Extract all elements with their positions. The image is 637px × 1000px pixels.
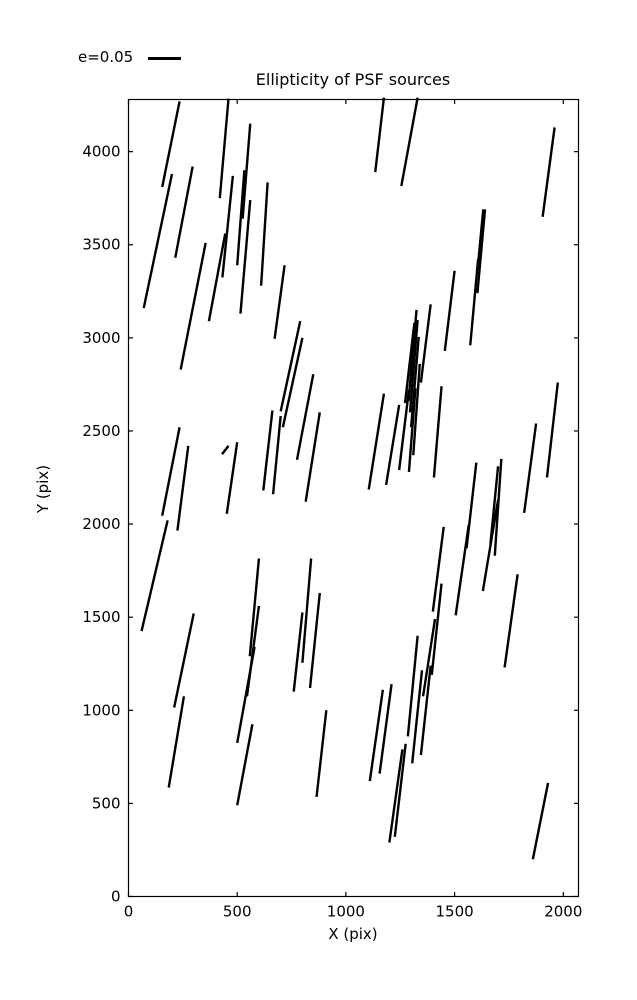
y-tick-label: 1500 (82, 608, 120, 626)
whisker-segment (218, 98, 230, 199)
whisker-segment (174, 166, 194, 259)
whisker-segment (443, 270, 456, 352)
whisker-segment (279, 320, 302, 412)
whisker-segment (221, 175, 235, 278)
whisker-segment (408, 320, 419, 413)
x-tick-label: 1000 (327, 903, 365, 921)
axes-spines (127, 98, 580, 898)
whisker-segment (384, 404, 401, 486)
whisker-segment (167, 696, 186, 788)
whisker-segment (239, 199, 252, 314)
whisker-segment (409, 336, 420, 428)
x-tick-label: 1500 (435, 903, 473, 921)
whisker-segment (207, 233, 227, 322)
whisker-segment (225, 441, 239, 515)
whisker-segment (301, 558, 313, 663)
whisker-segment (393, 743, 407, 838)
whisker-segment (403, 322, 416, 404)
whisker-segment (271, 415, 282, 495)
whisker-segment (273, 265, 286, 339)
whisker-series (140, 97, 560, 860)
whisker-segment (469, 259, 480, 346)
y-tick-label: 500 (92, 794, 121, 812)
whisker-segment (421, 618, 437, 697)
axis-ticks (127, 99, 579, 898)
whisker-segment (476, 209, 487, 294)
y-tick-label: 4000 (82, 143, 120, 161)
whisker-segment (419, 304, 432, 383)
whisker-segment (412, 363, 421, 456)
whisker-segment (407, 388, 417, 473)
whisker-segment (161, 427, 181, 516)
whisker-segment (481, 499, 500, 592)
whisker-segment (411, 670, 424, 764)
x-axis-label: X (pix) (328, 925, 378, 943)
legend-line-marker-icon (148, 57, 181, 60)
whisker-segment (248, 558, 261, 657)
whisker-segment (176, 445, 190, 531)
x-tick-label: 0 (124, 903, 134, 921)
y-tick-label: 3000 (82, 329, 120, 347)
whisker-segment (493, 458, 503, 556)
whisker-segment (295, 373, 315, 461)
whisker-segment (430, 583, 443, 676)
whisker-segment (541, 127, 556, 217)
whisker-segment (406, 635, 419, 737)
whisker-segment (367, 393, 386, 490)
whisker-segment (172, 613, 195, 708)
whisker-segment (262, 410, 274, 491)
whisker-segment (259, 182, 269, 286)
whisker-segment (304, 412, 321, 502)
whisker-segment (281, 337, 304, 428)
whisker-segment (368, 689, 385, 782)
y-tick-label: 1000 (82, 701, 120, 719)
page-title: Ellipticity of PSF sources (255, 70, 451, 89)
axes-frame (127, 98, 580, 898)
whisker-segment (308, 592, 321, 689)
whisker-segment (142, 173, 174, 309)
whisker-segment (236, 170, 246, 266)
whisker-segment (397, 389, 411, 471)
whisker-segment (419, 665, 432, 756)
whisker-segment (378, 684, 393, 774)
legend-label: e=0.05 (78, 48, 134, 66)
whisker-segment (522, 423, 538, 514)
whisker-segment (476, 209, 485, 265)
whisker-segment (221, 445, 230, 455)
y-tick-label: 2500 (82, 422, 120, 440)
y-tick-label: 3500 (82, 236, 120, 254)
whisker-segment (245, 605, 261, 697)
y-tick-label: 0 (111, 888, 121, 906)
whisker-segment (140, 520, 169, 632)
y-tick-label: 2000 (82, 515, 120, 533)
whisker-segment (292, 612, 304, 692)
whisker-segment (241, 123, 252, 219)
whisker-segment (545, 382, 560, 478)
whisker-segment (407, 309, 418, 402)
whisker-segment (388, 749, 404, 843)
whisker-segment (236, 724, 254, 806)
whisker-segment (400, 97, 419, 187)
whisker-segment (531, 782, 550, 860)
whisker-segment (161, 101, 181, 188)
whisker-segment (431, 526, 445, 612)
x-tick-label: 500 (223, 903, 252, 921)
whisker-segment (503, 574, 519, 668)
whisker-segment (432, 386, 443, 478)
axis-tick-labels: 0 500 1000 1500 2000 0 500 1000 1500 2000 2500 3000… (82, 143, 582, 921)
whisker-segment (374, 97, 386, 173)
whisker-segment (315, 710, 328, 798)
whisker-segment (465, 462, 478, 549)
x-tick-label: 2000 (544, 903, 582, 921)
whisker-segment (179, 242, 207, 370)
